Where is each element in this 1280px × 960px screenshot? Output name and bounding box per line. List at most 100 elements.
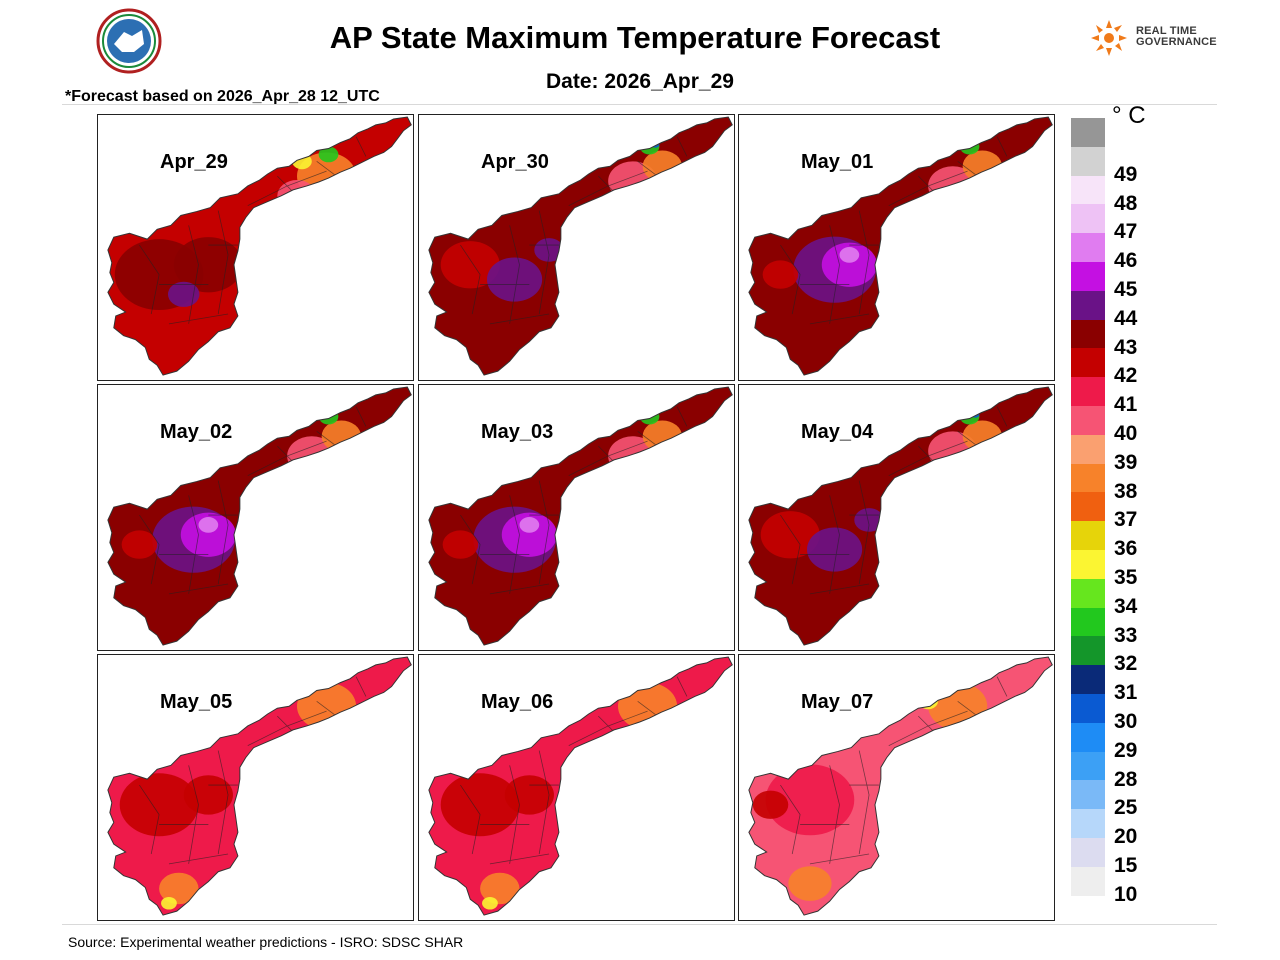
legend-swatch (1071, 463, 1105, 493)
legend-unit: ° C (1112, 102, 1146, 129)
forecast-basis-note: *Forecast based on 2026_Apr_28 12_UTC (65, 88, 380, 105)
legend-swatch (1071, 406, 1105, 435)
legend-swatch (1071, 290, 1105, 320)
legend-label: 39 (1114, 450, 1138, 474)
forecast-map-panel: May_01 (738, 114, 1055, 381)
temperature-zone (501, 512, 557, 557)
temperature-zone (198, 517, 219, 533)
district-boundaries (780, 406, 1008, 595)
legend-swatch (1071, 722, 1105, 752)
legend-swatch (1071, 751, 1105, 781)
disaster-management-logo (96, 8, 162, 74)
state-outline (748, 656, 1053, 916)
forecast-map-panel: Apr_29 (97, 114, 414, 381)
forecast-map-panel: May_03 (418, 384, 735, 651)
district-boundaries (460, 676, 688, 865)
legend-swatch (1071, 866, 1105, 896)
legend-swatch (1071, 262, 1105, 291)
legend-swatch (1071, 319, 1105, 349)
forecast-map-panel: Apr_30 (418, 114, 735, 381)
legend-label: 48 (1114, 191, 1138, 215)
legend-label: 45 (1114, 278, 1138, 301)
temperature-zone (159, 872, 199, 905)
legend-swatch (1071, 521, 1105, 551)
temperature-zone (854, 508, 884, 532)
real-time-governance-logo: REAL TIME GOVERNANCE (1086, 16, 1226, 60)
legend-swatch (1071, 233, 1105, 263)
temperature-zone (519, 517, 540, 533)
legend-swatch (1071, 578, 1105, 608)
temperature-zone (321, 674, 332, 683)
legend-label: 35 (1114, 566, 1138, 589)
district-boundaries (139, 406, 367, 595)
temperature-zone (167, 281, 200, 307)
legend-swatch (1071, 118, 1105, 147)
temperature-map (748, 656, 1053, 916)
district-boundaries (139, 136, 367, 325)
panel-date-label: Apr_29 (160, 151, 228, 173)
panel-date-label: May_06 (481, 691, 554, 713)
temperature-zone (534, 238, 564, 262)
forecast-map-panel: May_04 (738, 384, 1055, 651)
legend-label: 25 (1114, 796, 1138, 820)
legend-swatch (1071, 175, 1105, 205)
state-outline (428, 386, 733, 646)
temperature-zone (318, 146, 339, 163)
panel-date-label: May_07 (801, 691, 874, 713)
state-outline (428, 656, 733, 916)
panel-date-label: May_02 (160, 421, 233, 443)
forecast-map-panel: May_06 (418, 654, 735, 921)
legend-label: 28 (1114, 767, 1138, 791)
legend-label: 47 (1114, 220, 1138, 244)
temperature-map (748, 386, 1053, 646)
temperature-map (748, 116, 1053, 376)
legend-label: 33 (1114, 623, 1138, 647)
forecast-map-panel: May_07 (738, 654, 1055, 921)
legend-label: 29 (1114, 738, 1138, 762)
panel-date-label: May_01 (801, 151, 874, 173)
legend-swatch (1071, 636, 1105, 666)
temperature-zone (480, 872, 520, 905)
state-fill (428, 117, 733, 376)
temperature-zone (839, 247, 860, 263)
temperature-zone (318, 408, 339, 425)
panel-date-label: May_05 (160, 691, 233, 713)
temperature-zone (121, 530, 158, 559)
district-boundaries (460, 406, 688, 595)
legend-swatch (1071, 550, 1105, 579)
source-credit: Source: Experimental weather predictions… (68, 934, 464, 950)
state-outline (107, 116, 412, 376)
temperature-zone (618, 682, 678, 730)
temperature-zone (486, 257, 543, 302)
panel-date-label: May_04 (801, 421, 874, 443)
legend-label: 40 (1114, 422, 1138, 445)
legend-label: 30 (1114, 710, 1138, 733)
temperature-map (428, 386, 733, 646)
temperature-zone (440, 773, 520, 837)
temperature-zone (642, 674, 653, 683)
temperature-zone (765, 764, 855, 836)
legend-swatch (1071, 348, 1105, 378)
page-title: AP State Maximum Temperature Forecast (329, 20, 941, 55)
state-fill (428, 657, 733, 916)
temperature-zone (952, 673, 973, 690)
legend-label: 20 (1114, 825, 1138, 849)
legend-label: 43 (1114, 335, 1138, 359)
footer-divider (62, 924, 1217, 925)
legend-swatch (1071, 146, 1105, 176)
temperature-zone (821, 242, 877, 287)
legend-label: 49 (1114, 162, 1138, 186)
rtg-text-line-1: REAL TIME (1136, 25, 1197, 37)
rtg-sun-icon (1091, 20, 1127, 56)
rtg-text-line-2: GOVERNANCE (1136, 36, 1217, 48)
temperature-zone (311, 673, 332, 690)
legend-swatch (1071, 607, 1105, 637)
state-fill (428, 387, 733, 646)
state-fill (748, 117, 1053, 376)
state-fill (748, 387, 1053, 646)
temperature-zone (440, 241, 500, 289)
temperature-map (107, 116, 412, 376)
legend-swatch (1071, 492, 1105, 522)
legend-swatch (1071, 204, 1105, 234)
temperature-zone (762, 260, 799, 289)
